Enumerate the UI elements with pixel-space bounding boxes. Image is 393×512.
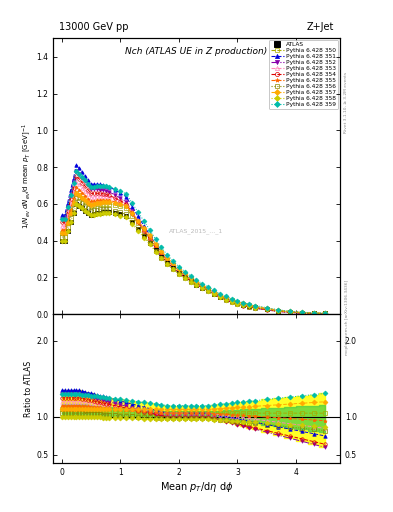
Y-axis label: Ratio to ATLAS: Ratio to ATLAS <box>24 361 33 417</box>
Text: Z+Jet: Z+Jet <box>307 22 334 32</box>
Legend: ATLAS, Pythia 6.428 350, Pythia 6.428 351, Pythia 6.428 352, Pythia 6.428 353, P: ATLAS, Pythia 6.428 350, Pythia 6.428 35… <box>269 40 338 109</box>
X-axis label: Mean $p_T$/d$\eta$ d$\phi$: Mean $p_T$/d$\eta$ d$\phi$ <box>160 480 233 494</box>
Text: 13000 GeV pp: 13000 GeV pp <box>59 22 128 32</box>
Text: Nch (ATLAS UE in Z production): Nch (ATLAS UE in Z production) <box>125 47 268 56</box>
Text: Rivet 3.1.10, ≥ 3.2M events: Rivet 3.1.10, ≥ 3.2M events <box>344 72 348 133</box>
Y-axis label: $1/N_{ev}$ $dN_{ev}$/d mean $p_T$ [GeV]$^{-1}$: $1/N_{ev}$ $dN_{ev}$/d mean $p_T$ [GeV]$… <box>20 123 33 229</box>
Text: ATLAS_2015_..._1: ATLAS_2015_..._1 <box>169 229 224 234</box>
Text: mcplots.cern.ch [arXiv:1306.3436]: mcplots.cern.ch [arXiv:1306.3436] <box>345 280 349 355</box>
